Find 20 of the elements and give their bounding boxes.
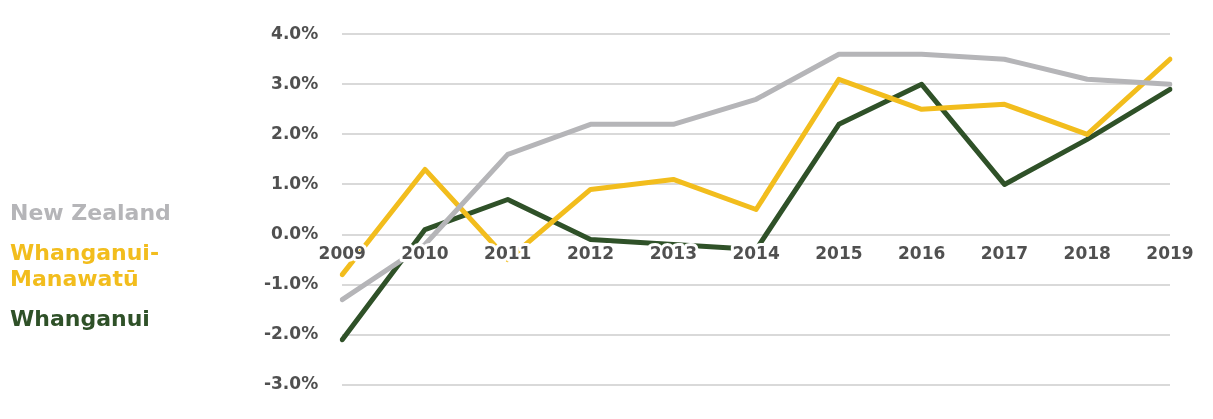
x-tick-label: 2010 bbox=[401, 243, 449, 264]
text: Whanganui bbox=[10, 306, 151, 332]
x-tick-label: 2016 bbox=[898, 243, 946, 264]
x-tick-label: 2013 bbox=[649, 243, 697, 264]
y-tick-label: 4.0% bbox=[271, 22, 319, 43]
y-tick-label: 1.0% bbox=[271, 172, 319, 193]
x-tick-label: 2012 bbox=[566, 243, 615, 264]
x-tick-label: 2017 bbox=[980, 243, 1029, 264]
y-tick-label: 2.0% bbox=[271, 122, 319, 143]
y-tick-label: 3.0% bbox=[271, 72, 319, 93]
x-tick-label: 2018 bbox=[1063, 243, 1111, 264]
y-tick-label: 0.0% bbox=[271, 222, 319, 243]
text: New Zealand bbox=[10, 200, 172, 226]
x-tick-label: 2014 bbox=[732, 243, 780, 264]
y-tick-label: -3.0% bbox=[263, 373, 319, 394]
text: Whanganui-Manawatū bbox=[10, 240, 161, 292]
y-tick-label: -1.0% bbox=[263, 273, 319, 294]
x-tick-label: 2015 bbox=[815, 243, 863, 264]
x-tick-label: 2019 bbox=[1146, 243, 1194, 264]
y-tick-label: -2.0% bbox=[263, 323, 319, 344]
